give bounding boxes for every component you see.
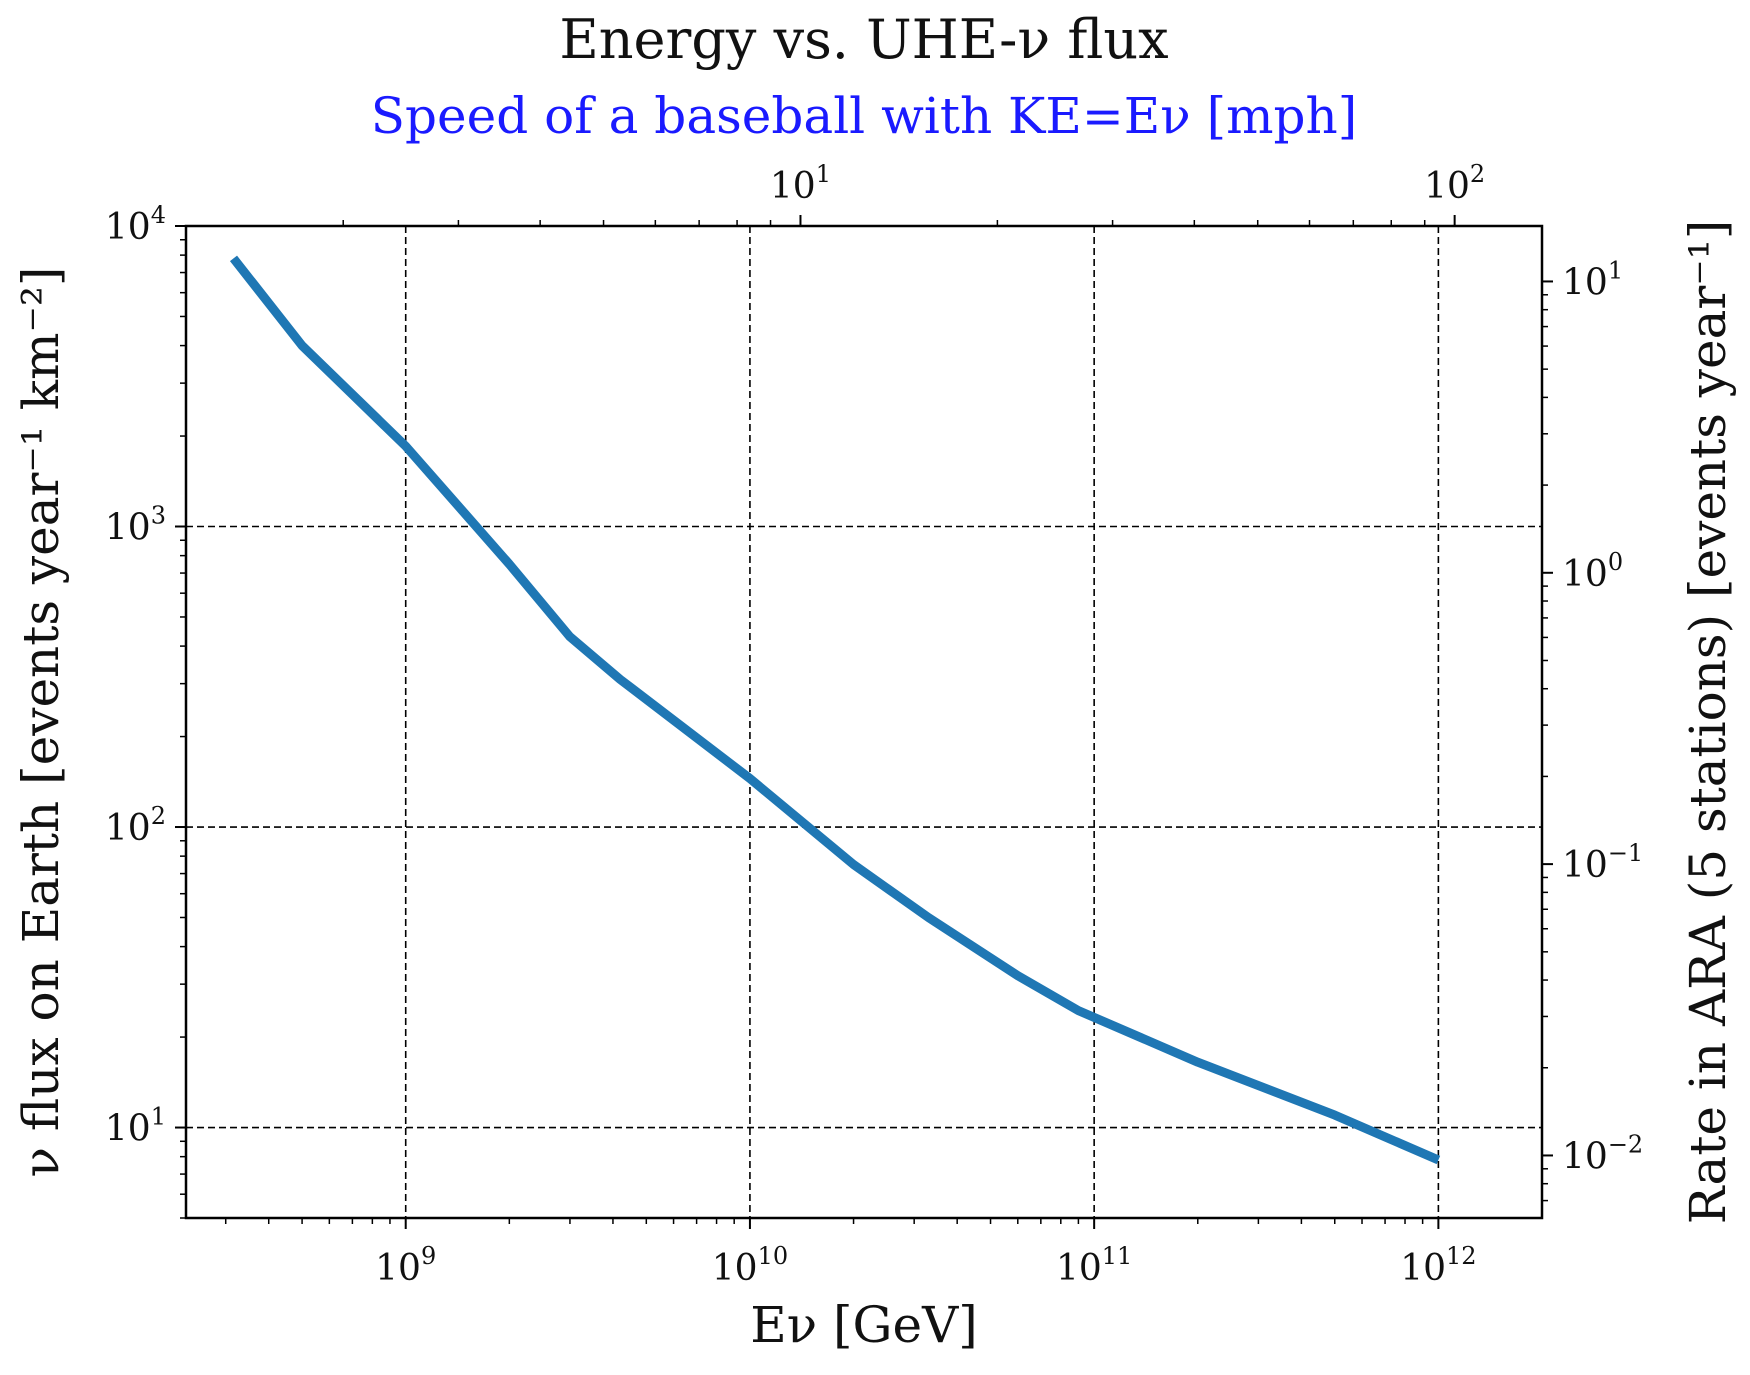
x-tick-label-exp: 10 (758, 1242, 789, 1270)
y-tick-label-exp: 4 (151, 201, 166, 229)
y-tick-label-base: 10 (105, 808, 151, 849)
flux-series-line (229, 255, 1441, 1165)
chart-title: Energy vs. UHE-ν flux (559, 8, 1168, 71)
x-axis-label: Eν [GeV] (750, 1296, 977, 1354)
y-tick-label: 102 (105, 802, 166, 849)
y-tick-label-exp: 2 (151, 802, 166, 830)
x-tick-label: 1012 (1400, 1242, 1476, 1289)
right-tick-label: 10−2 (1562, 1130, 1643, 1177)
right-tick-label: 10−1 (1562, 839, 1643, 886)
y-tick-label: 101 (105, 1103, 166, 1150)
top-tick-label-exp: 1 (816, 160, 831, 188)
top-tick-label: 102 (1424, 160, 1485, 207)
y-tick-label-base: 10 (105, 207, 151, 248)
y-axis-label: ν flux on Earth [events year⁻¹ km⁻²] (12, 267, 70, 1178)
x-tick-label-base: 10 (712, 1248, 758, 1289)
x-tick-label: 1010 (712, 1242, 788, 1289)
x-tick-label-base: 10 (1400, 1248, 1446, 1289)
plot-frame (184, 224, 1544, 1220)
right-tick-label-base: 10 (1562, 262, 1608, 303)
x-tick-label-exp: 11 (1102, 1242, 1133, 1270)
y-tick-label-exp: 3 (151, 502, 166, 530)
right-tick-label: 101 (1562, 256, 1623, 303)
right-tick-label-base: 10 (1562, 1136, 1608, 1177)
right-tick-label-base: 10 (1562, 845, 1608, 886)
series-layer (229, 255, 1441, 1165)
right-tick-label: 100 (1562, 548, 1623, 595)
x-tick-label: 109 (375, 1242, 436, 1289)
right-tick-label-exp: −2 (1608, 1130, 1643, 1158)
top-tick-label-base: 10 (1424, 166, 1470, 207)
right-tick-label-exp: 1 (1608, 256, 1623, 284)
x-tick-label-base: 10 (1056, 1248, 1102, 1289)
x-tick-label-exp: 12 (1446, 1242, 1477, 1270)
y-tick-label: 103 (105, 502, 166, 549)
x-tick-label: 1011 (1056, 1242, 1132, 1289)
y-tick-label-base: 10 (105, 1109, 151, 1150)
top-tick-label: 101 (770, 160, 831, 207)
right-tick-label-exp: 0 (1608, 548, 1623, 576)
y-tick-label-base: 10 (105, 508, 151, 549)
right-axis-label: Rate in ARA (5 stations) [events year⁻¹] (1679, 220, 1737, 1225)
y-tick-label: 104 (105, 201, 166, 248)
y-tick-label-exp: 1 (151, 1103, 166, 1131)
right-tick-label-exp: −1 (1608, 839, 1643, 867)
x-tick-label-base: 10 (375, 1248, 421, 1289)
x-tick-label-exp: 9 (421, 1242, 436, 1270)
top-tick-label-base: 10 (770, 166, 816, 207)
top-axis-label: Speed of a baseball with KE=Eν [mph] (371, 87, 1357, 145)
top-tick-label-exp: 2 (1470, 160, 1485, 188)
grid-layer (186, 226, 1542, 1218)
right-tick-label-base: 10 (1562, 554, 1608, 595)
